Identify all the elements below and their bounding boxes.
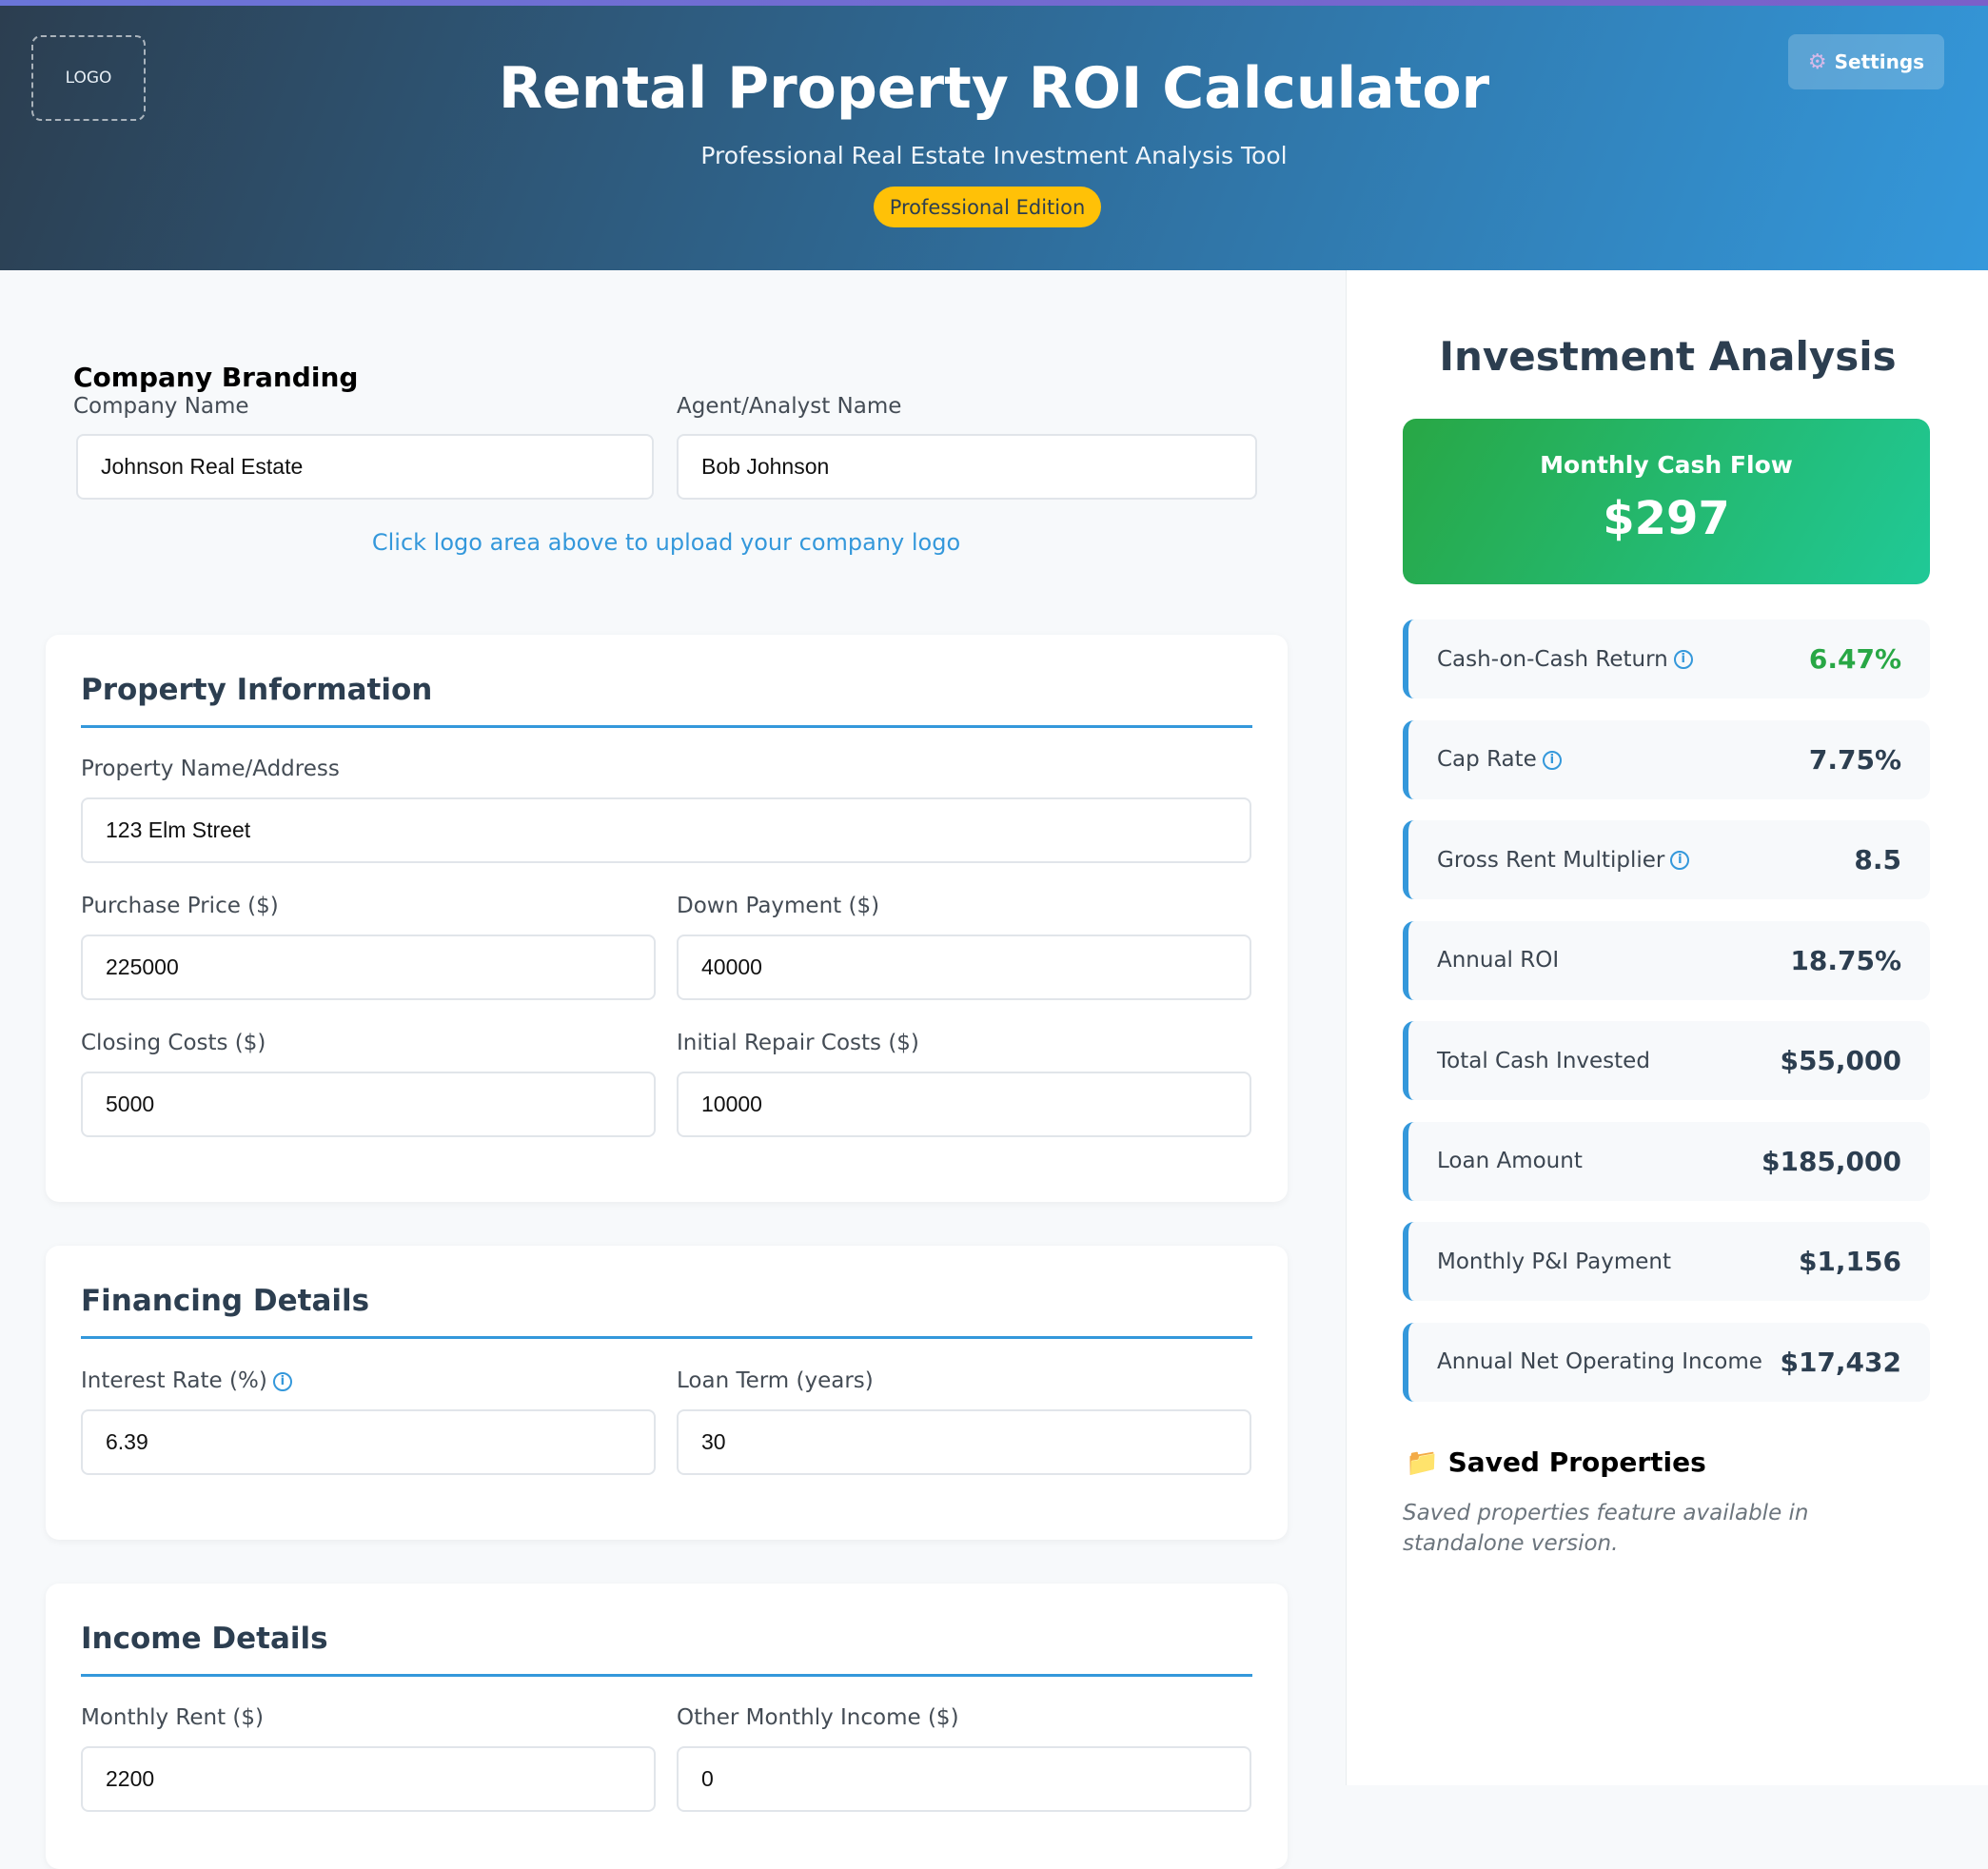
- interest-rate-input[interactable]: [81, 1409, 656, 1475]
- divider: [81, 1674, 1252, 1677]
- monthly-rent-input[interactable]: [81, 1746, 656, 1812]
- closing-costs-label: Closing Costs ($): [81, 1031, 266, 1055]
- cash-flow-value: $297: [1603, 492, 1730, 545]
- metric-label: Monthly P&I Payment: [1437, 1249, 1671, 1274]
- info-icon[interactable]: i: [1673, 650, 1693, 669]
- metric-label: Loan Amount: [1437, 1149, 1583, 1173]
- gear-icon: ⚙: [1807, 49, 1827, 74]
- logo-upload-hint[interactable]: Click logo area above to upload your com…: [371, 529, 961, 556]
- metric-label: Cap Rate i: [1437, 747, 1562, 772]
- interest-rate-label: Interest Rate (%): [81, 1368, 267, 1393]
- logo-upload-area[interactable]: LOGO: [31, 35, 146, 121]
- analysis-title: Investment Analysis: [1439, 333, 1897, 380]
- saved-title-text: Saved Properties: [1447, 1446, 1706, 1478]
- metric-value: $185,000: [1761, 1145, 1901, 1177]
- saved-properties-title: 📁 Saved Properties: [1406, 1446, 1706, 1478]
- metric-value: $55,000: [1780, 1045, 1901, 1076]
- metric-row: Gross Rent Multiplier i 8.5: [1403, 820, 1930, 899]
- financing-card: Financing Details Interest Rate (%) i Loa…: [46, 1246, 1288, 1540]
- metric-value: 18.75%: [1790, 944, 1901, 976]
- metric-label: Annual ROI: [1437, 948, 1560, 973]
- page-title: Rental Property ROI Calculator: [498, 55, 1490, 122]
- metric-value: 6.47%: [1808, 643, 1901, 675]
- metric-value: $1,156: [1798, 1246, 1901, 1277]
- company-name-label: Company Name: [73, 394, 249, 419]
- other-income-input[interactable]: [677, 1746, 1251, 1812]
- metric-row: Cash-on-Cash Return i 6.47%: [1403, 620, 1930, 698]
- info-icon[interactable]: i: [272, 1371, 292, 1391]
- settings-button[interactable]: ⚙ Settings: [1788, 34, 1944, 89]
- metric-row: Monthly P&I Payment $1,156: [1403, 1222, 1930, 1301]
- loan-term-input[interactable]: [677, 1409, 1251, 1475]
- metric-row: Loan Amount $185,000: [1403, 1121, 1930, 1201]
- loan-term-label: Loan Term (years): [677, 1368, 874, 1393]
- info-icon[interactable]: i: [1542, 750, 1562, 770]
- input-panel: Company Branding Company Name Agent/Anal…: [0, 270, 1345, 1869]
- income-card: Income Details Monthly Rent ($) Other Mo…: [46, 1584, 1288, 1869]
- metric-value: 8.5: [1854, 844, 1901, 875]
- repair-costs-input[interactable]: [677, 1072, 1251, 1137]
- info-icon[interactable]: i: [1670, 851, 1690, 870]
- down-payment-input[interactable]: [677, 934, 1251, 1000]
- agent-name-label: Agent/Analyst Name: [677, 394, 902, 419]
- income-title: Income Details: [81, 1622, 328, 1656]
- metric-row: Annual ROI 18.75%: [1403, 920, 1930, 1000]
- metric-label: Cash-on-Cash Return i: [1437, 647, 1693, 672]
- agent-name-input[interactable]: [677, 434, 1257, 500]
- metric-label: Gross Rent Multiplier i: [1437, 848, 1690, 873]
- purchase-price-input[interactable]: [81, 934, 656, 1000]
- financing-title: Financing Details: [81, 1284, 370, 1318]
- metric-value: $17,432: [1780, 1346, 1901, 1378]
- metric-row: Annual Net Operating Income $17,432: [1403, 1322, 1930, 1402]
- purchase-price-label: Purchase Price ($): [81, 894, 279, 918]
- closing-costs-input[interactable]: [81, 1072, 656, 1137]
- app-header: LOGO ⚙ Settings Rental Property ROI Calcu…: [0, 6, 1988, 270]
- property-name-input[interactable]: [81, 797, 1251, 863]
- branding-title: Company Branding: [73, 362, 359, 393]
- metric-value: 7.75%: [1808, 743, 1901, 776]
- saved-properties-note: Saved properties feature available in st…: [1403, 1501, 1809, 1556]
- metric-label: Annual Net Operating Income: [1437, 1349, 1762, 1374]
- other-income-label: Other Monthly Income ($): [677, 1705, 959, 1730]
- divider: [81, 725, 1252, 728]
- divider: [81, 1336, 1252, 1339]
- company-name-input[interactable]: [76, 434, 654, 500]
- down-payment-label: Down Payment ($): [677, 894, 880, 918]
- monthly-cash-flow-card: Monthly Cash Flow $297: [1403, 419, 1930, 584]
- page-subtitle: Professional Real Estate Investment Anal…: [700, 142, 1288, 169]
- metric-row: Total Cash Invested $55,000: [1403, 1021, 1930, 1100]
- folder-icon: 📁: [1406, 1446, 1439, 1478]
- logo-placeholder-label: LOGO: [65, 69, 112, 88]
- edition-badge: Professional Edition: [874, 187, 1101, 227]
- property-name-label: Property Name/Address: [81, 757, 340, 781]
- monthly-rent-label: Monthly Rent ($): [81, 1705, 264, 1730]
- settings-label: Settings: [1834, 50, 1925, 73]
- analysis-panel: Investment Analysis Monthly Cash Flow $2…: [1346, 270, 1988, 1785]
- metric-label: Total Cash Invested: [1437, 1048, 1650, 1073]
- cash-flow-label: Monthly Cash Flow: [1540, 451, 1793, 479]
- property-info-card: Property Information Property Name/Addre…: [46, 635, 1288, 1202]
- property-info-title: Property Information: [81, 673, 433, 707]
- top-accent-bar: [0, 0, 1988, 6]
- repair-costs-label: Initial Repair Costs ($): [677, 1031, 919, 1055]
- metric-row: Cap Rate i 7.75%: [1403, 719, 1930, 799]
